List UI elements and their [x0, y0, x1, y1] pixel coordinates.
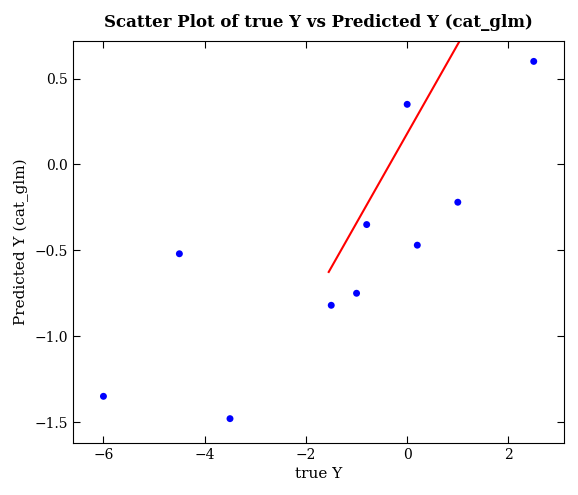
- Point: [175, 250, 184, 258]
- Point: [529, 57, 538, 65]
- Point: [327, 301, 336, 309]
- X-axis label: true Y: true Y: [295, 467, 342, 481]
- Point: [352, 289, 361, 297]
- Point: [453, 198, 462, 206]
- Point: [362, 221, 371, 229]
- Point: [402, 100, 412, 108]
- Point: [225, 415, 235, 423]
- Point: [99, 393, 108, 400]
- Title: Scatter Plot of true Y vs Predicted Y (cat_glm): Scatter Plot of true Y vs Predicted Y (c…: [104, 14, 533, 31]
- Point: [413, 241, 422, 249]
- Y-axis label: Predicted Y (cat_glm): Predicted Y (cat_glm): [14, 158, 29, 325]
